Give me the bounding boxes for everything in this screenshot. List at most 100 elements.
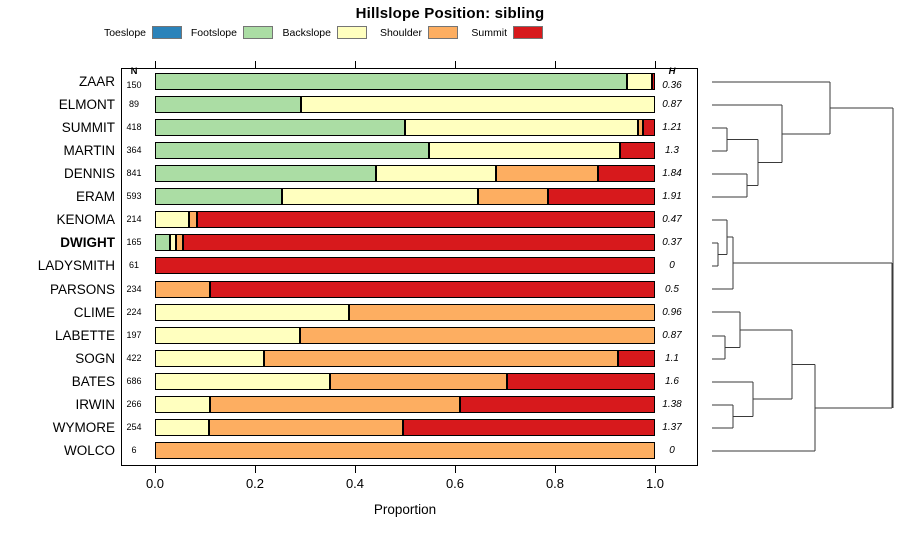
x-tick-bottom: [455, 466, 457, 473]
bar-row-wolco: [155, 442, 655, 459]
x-tick-label: 0.4: [345, 476, 365, 491]
x-tick-label: 0.6: [445, 476, 465, 491]
segment-backslope: [155, 350, 264, 367]
segment-footslope: [155, 165, 376, 182]
segment-shoulder: [189, 211, 197, 228]
h-value: 0: [669, 445, 675, 456]
segment-shoulder: [209, 419, 403, 436]
bar-row-clime: [155, 304, 655, 321]
x-axis-title: Proportion: [373, 502, 437, 517]
row-label-kenoma: KENOMA: [56, 212, 115, 227]
x-tick-top: [555, 61, 557, 68]
bar-row-irwin: [155, 396, 655, 413]
segment-footslope: [155, 142, 429, 159]
legend-label-toeslope: Toeslope: [103, 27, 146, 39]
segment-summit: [598, 165, 655, 182]
row-label-parsons: PARSONS: [49, 282, 115, 297]
x-tick-top: [255, 61, 257, 68]
row-label-wolco: WOLCO: [63, 443, 115, 458]
segment-footslope: [155, 96, 301, 113]
legend-label-footslope: Footslope: [190, 27, 237, 39]
row-label-bates: BATES: [71, 374, 115, 389]
h-value: 1.6: [665, 376, 679, 387]
x-tick-label: 0.8: [545, 476, 565, 491]
segment-shoulder: [300, 327, 655, 344]
segment-shoulder: [349, 304, 655, 321]
legend-swatch-toeslope: [152, 26, 182, 39]
n-value: 266: [126, 399, 142, 409]
legend-swatch-shoulder: [428, 26, 458, 39]
bar-row-zaar: [155, 73, 655, 90]
segment-footslope: [155, 234, 170, 251]
n-value: 254: [126, 422, 142, 432]
n-value: 6: [131, 445, 137, 455]
x-tick-bottom: [155, 466, 157, 473]
n-column-header: N: [130, 66, 138, 77]
row-label-sogn: SOGN: [75, 351, 115, 366]
x-tick-label: 0.0: [145, 476, 165, 491]
h-value: 0.36: [662, 80, 682, 91]
x-tick-bottom: [255, 466, 257, 473]
row-label-dwight: DWIGHT: [60, 235, 115, 250]
legend-swatch-summit: [513, 26, 543, 39]
x-tick-top: [155, 61, 157, 68]
segment-summit: [507, 373, 655, 390]
n-value: 89: [128, 99, 139, 109]
h-value: 1.91: [662, 191, 682, 202]
h-value: 1.3: [665, 145, 679, 156]
bar-row-bates: [155, 373, 655, 390]
row-label-irwin: IRWIN: [75, 397, 116, 412]
n-value: 214: [126, 214, 142, 224]
row-label-eram: ERAM: [75, 189, 115, 204]
x-tick-bottom: [555, 466, 557, 473]
x-tick-top: [655, 61, 657, 68]
legend-label-shoulder: Shoulder: [379, 27, 422, 39]
row-label-martin: MARTIN: [63, 143, 115, 158]
h-value: 0: [669, 260, 675, 271]
segment-shoulder: [638, 119, 643, 136]
segment-footslope: [155, 188, 282, 205]
segment-shoulder: [264, 350, 618, 367]
h-value: 0.87: [662, 99, 682, 110]
bar-row-summit: [155, 119, 655, 136]
segment-backslope: [301, 96, 655, 113]
h-value: 1.21: [662, 122, 682, 133]
segment-summit: [643, 119, 655, 136]
segment-summit: [197, 211, 655, 228]
x-tick-label: 1.0: [645, 476, 665, 491]
segment-shoulder: [478, 188, 548, 205]
chart-title: Hillslope Position: sibling: [355, 5, 545, 22]
legend-swatch-backslope: [337, 26, 367, 39]
segment-backslope: [155, 211, 189, 228]
bar-row-eram: [155, 188, 655, 205]
h-value: 1.37: [662, 422, 682, 433]
row-label-elmont: ELMONT: [58, 97, 115, 112]
h-value: 0.47: [662, 214, 682, 225]
bar-row-martin: [155, 142, 655, 159]
n-value: 197: [126, 330, 142, 340]
segment-backslope: [405, 119, 638, 136]
segment-summit: [183, 234, 655, 251]
n-value: 841: [126, 168, 142, 178]
bar-row-sogn: [155, 350, 655, 367]
legend-label-backslope: Backslope: [282, 27, 331, 39]
segment-backslope: [155, 373, 330, 390]
h-value: 0.37: [662, 237, 682, 248]
segment-summit: [155, 257, 655, 274]
segment-shoulder: [496, 165, 598, 182]
segment-footslope: [155, 73, 627, 90]
segment-shoulder: [210, 396, 460, 413]
bar-row-wymore: [155, 419, 655, 436]
n-value: 418: [126, 122, 142, 132]
x-tick-top: [355, 61, 357, 68]
h-value: 0.87: [662, 330, 682, 341]
segment-backslope: [155, 419, 209, 436]
segment-summit: [618, 350, 655, 367]
segment-backslope: [170, 234, 176, 251]
segment-backslope: [627, 73, 652, 90]
segment-shoulder: [176, 234, 183, 251]
legend-swatch-footslope: [243, 26, 273, 39]
x-tick-top: [455, 61, 457, 68]
segment-summit: [652, 73, 655, 90]
